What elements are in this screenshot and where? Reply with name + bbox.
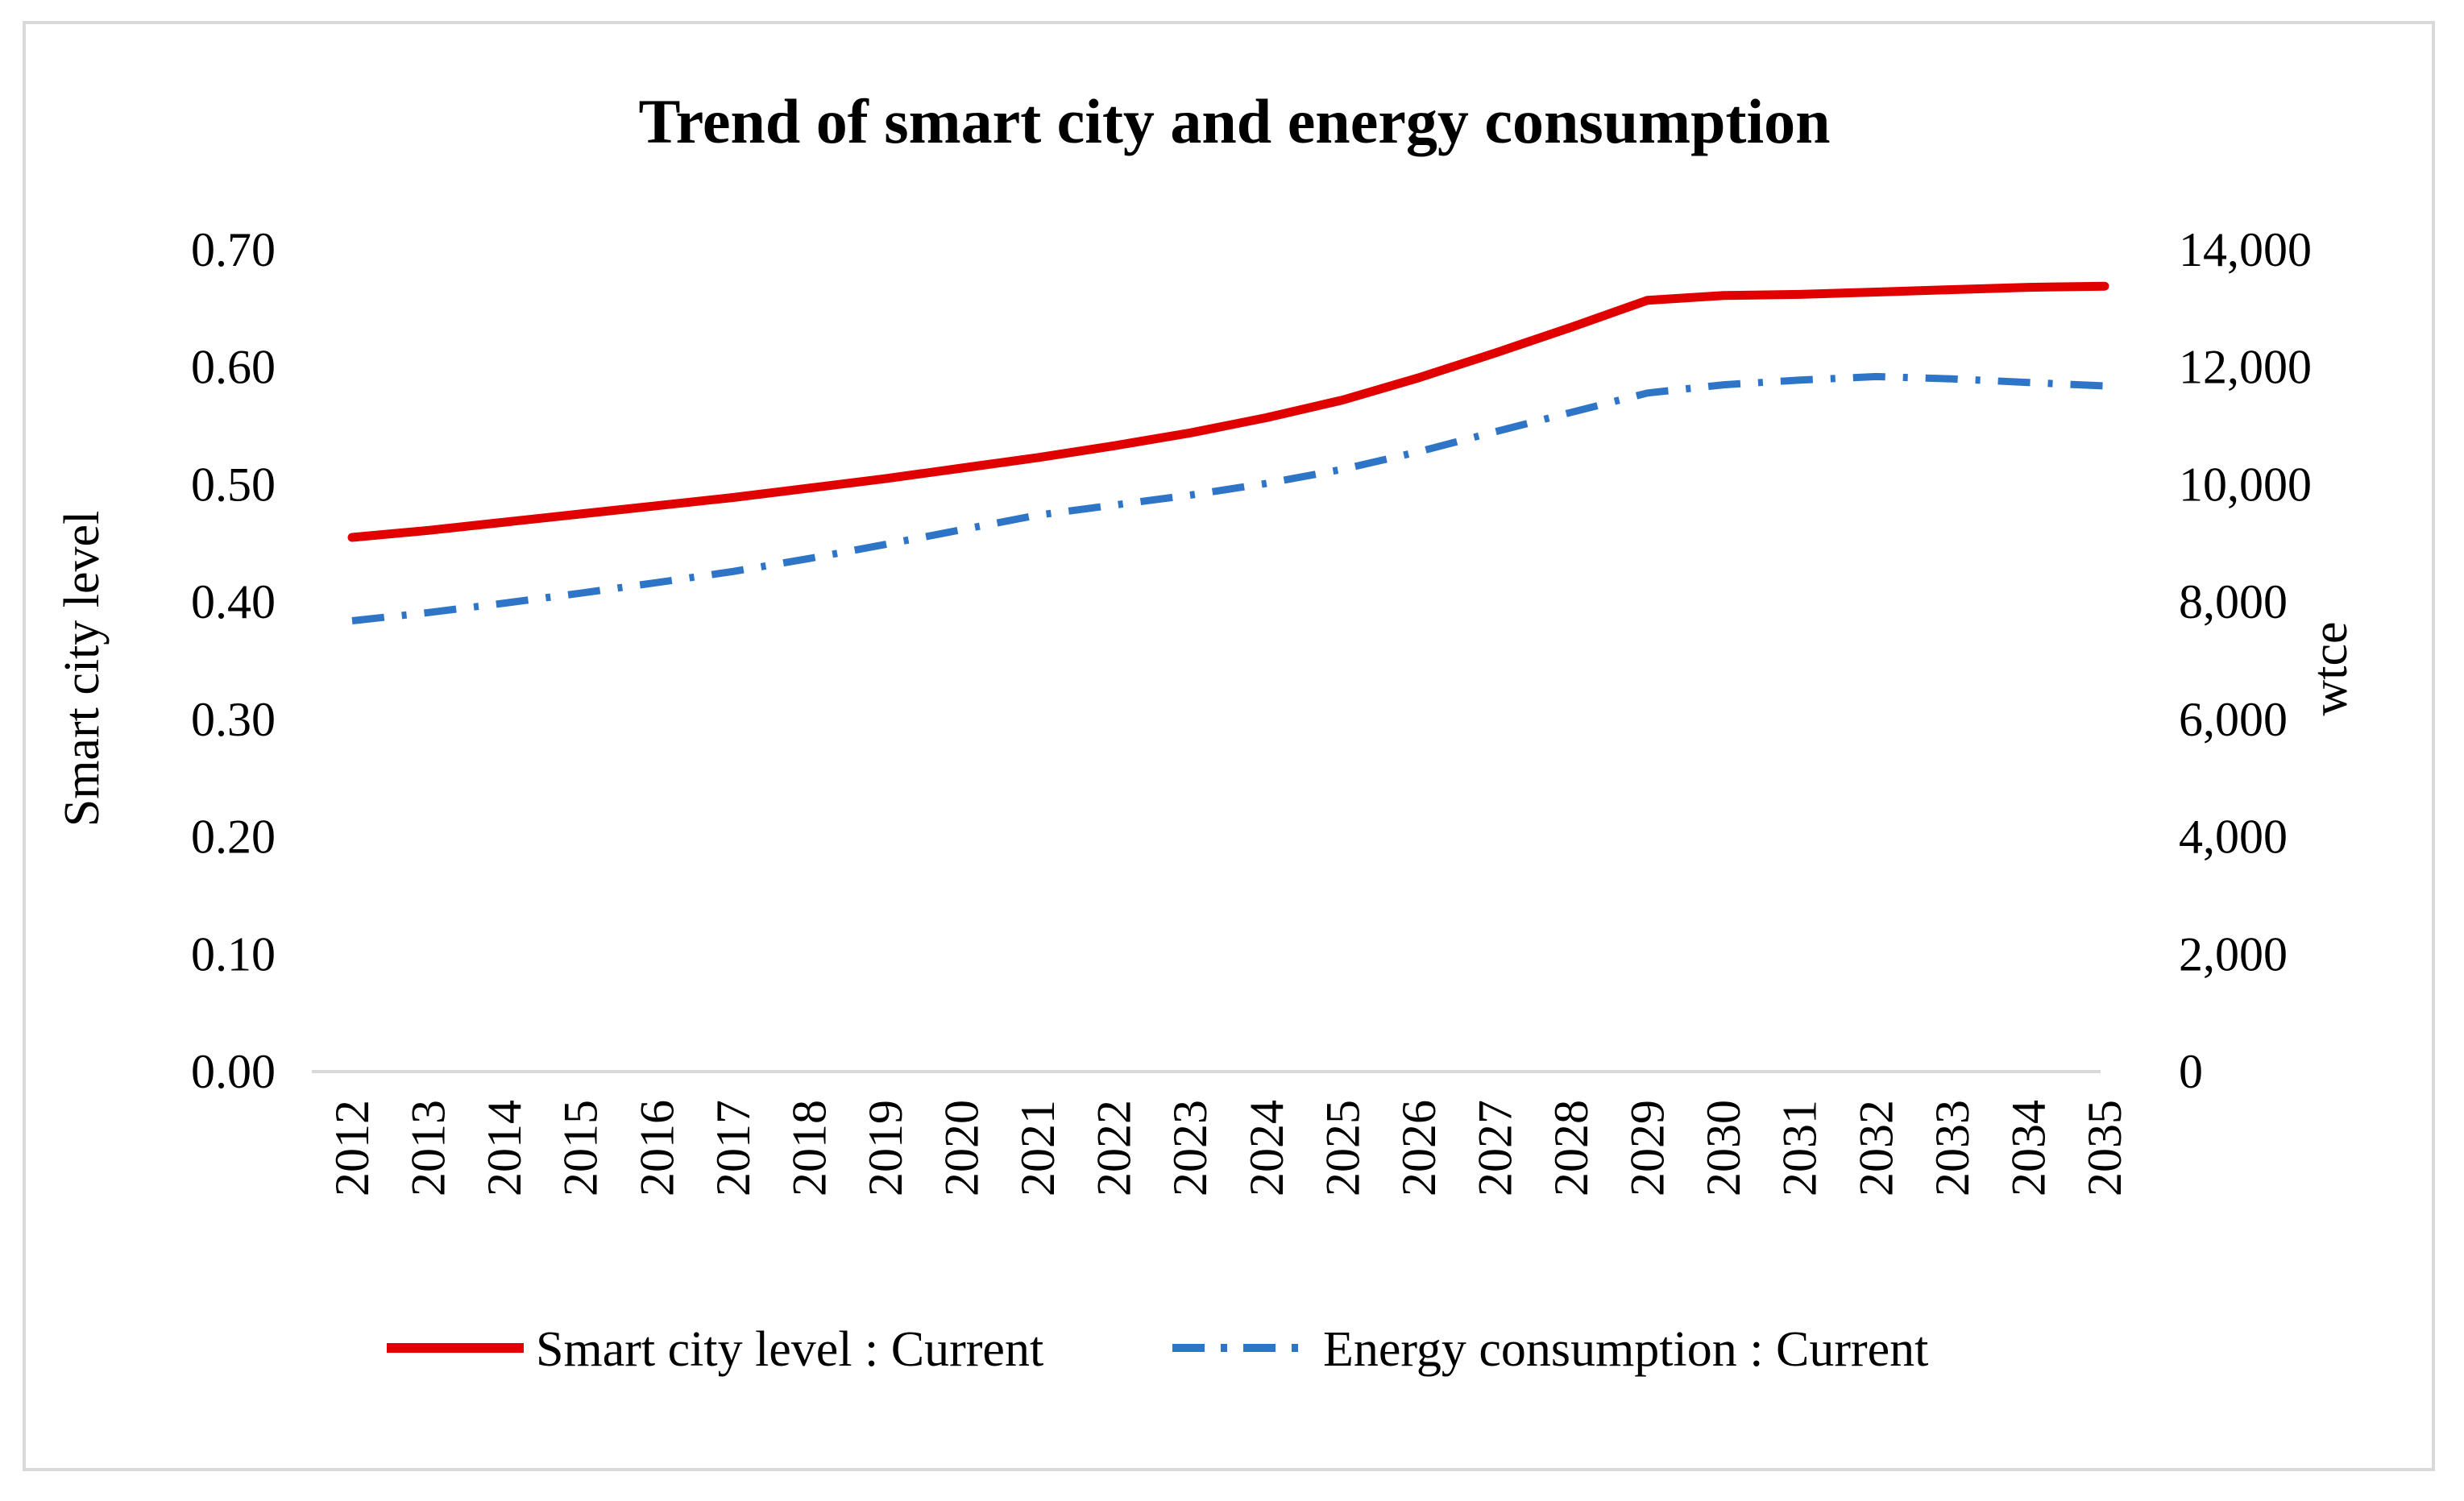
- x-tick-label: 2033: [1926, 1100, 1979, 1196]
- x-tick-label: 2021: [1011, 1100, 1064, 1196]
- x-tick-label: 2029: [1621, 1100, 1674, 1196]
- x-tick-label: 2027: [1468, 1100, 1521, 1196]
- series-line-smart-city: [347, 281, 2109, 542]
- y-tick-label: 0.00: [191, 1045, 276, 1098]
- y-tick-label: 0.40: [191, 575, 276, 628]
- legend-label-smart-city: Smart city level : Current: [536, 1322, 1043, 1377]
- y-tick-label: 0.70: [191, 223, 276, 276]
- x-tick-label: 2014: [478, 1100, 531, 1196]
- y2-tick-label: 10,000: [2179, 458, 2312, 511]
- y-axis-right: 0 2,000 4,000 6,000 8,000 10,000 12,000 14,000: [2179, 223, 2312, 1098]
- y-tick-label: 0.10: [191, 927, 276, 981]
- x-tick-label: 2016: [630, 1100, 683, 1196]
- x-tick-label: 2023: [1164, 1100, 1217, 1196]
- y-tick-label: 0.60: [191, 341, 276, 394]
- y-tick-label: 0.50: [191, 458, 276, 511]
- x-axis: 2012 2013 2014 2015 2016 2017 2018 2019 2020 2021…: [326, 1100, 2131, 1196]
- x-tick-label: 2012: [326, 1100, 379, 1196]
- y-tick-label: 0.30: [191, 693, 276, 746]
- y2-tick-label: 0: [2179, 1045, 2203, 1098]
- y2-tick-label: 12,000: [2179, 341, 2312, 394]
- x-tick-label: 2017: [707, 1100, 760, 1196]
- legend-label-energy: Energy consumption : Current: [1323, 1322, 1928, 1377]
- x-tick-label: 2035: [2078, 1100, 2131, 1196]
- x-tick-label: 2031: [1773, 1100, 1827, 1196]
- y-axis-left: 0.00 0.10 0.20 0.30 0.40 0.50 0.60 0.70: [191, 223, 276, 1098]
- x-tick-label: 2013: [402, 1100, 455, 1196]
- x-tick-label: 2032: [1849, 1100, 1902, 1196]
- y2-tick-label: 14,000: [2179, 223, 2312, 276]
- y-tick-label: 0.20: [191, 811, 276, 864]
- x-tick-label: 2019: [859, 1100, 912, 1196]
- y2-tick-label: 2,000: [2179, 927, 2288, 981]
- chart-frame: Trend of smart city and energy consumpti…: [23, 21, 2435, 1471]
- chart-canvas: Trend of smart city and energy consumpti…: [55, 86, 2358, 1377]
- y2-tick-label: 4,000: [2179, 811, 2288, 864]
- x-tick-label: 2015: [554, 1100, 608, 1196]
- legend: Smart city level : Current Energy consum…: [387, 1322, 1928, 1377]
- x-tick-label: 2025: [1316, 1100, 1369, 1196]
- y2-tick-label: 8,000: [2179, 575, 2288, 628]
- y2-axis-title: wtce: [2303, 621, 2358, 715]
- x-tick-label: 2034: [2001, 1100, 2055, 1196]
- x-tick-label: 2018: [782, 1100, 836, 1196]
- x-tick-label: 2020: [935, 1100, 989, 1196]
- x-tick-label: 2026: [1392, 1100, 1446, 1196]
- series-group: [347, 281, 2109, 624]
- y2-tick-label: 6,000: [2179, 693, 2288, 746]
- chart-title: Trend of smart city and energy consumpti…: [638, 86, 1830, 156]
- x-tick-label: 2028: [1545, 1100, 1598, 1196]
- x-tick-label: 2024: [1240, 1100, 1293, 1196]
- x-tick-label: 2030: [1697, 1100, 1750, 1196]
- series-line-energy: [351, 372, 2105, 624]
- y-axis-title: Smart city level: [55, 511, 110, 827]
- x-tick-label: 2022: [1088, 1100, 1141, 1196]
